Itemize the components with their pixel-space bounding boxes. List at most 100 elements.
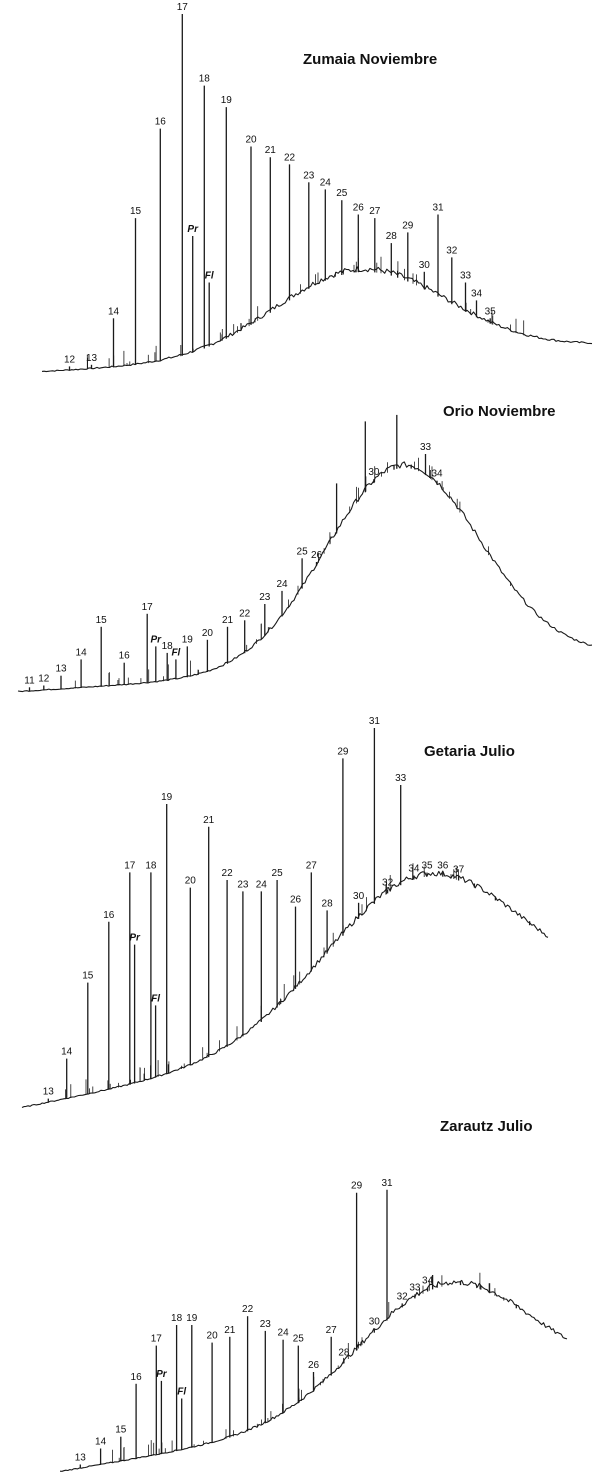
panel-title-zarautz: Zarautz Julio	[440, 1118, 533, 1135]
getaria-peak-label: 33	[395, 773, 407, 784]
getaria-peak-label: 34	[408, 864, 420, 875]
zumaia-peak-label: 29	[402, 220, 414, 231]
orio-peak-label: 17	[142, 602, 154, 613]
orio-peak-label: 19	[182, 634, 194, 645]
zumaia-peak-label: 22	[284, 152, 296, 163]
orio-peak-label: 14	[76, 647, 88, 658]
zarautz-peak-label: 34	[422, 1276, 434, 1287]
zumaia-peak-label: 35	[485, 306, 497, 317]
zarautz-peak-label: 27	[326, 1325, 338, 1336]
getaria-peak-label: Pr	[129, 933, 141, 944]
getaria-peak-label: 24	[256, 879, 268, 890]
zumaia-peak-label: 19	[221, 95, 233, 106]
zarautz-peak-label: 24	[278, 1328, 290, 1339]
getaria-peak-label: 25	[272, 868, 284, 879]
orio-peak-label: 11	[24, 675, 35, 686]
getaria-peak-label: 30	[353, 891, 365, 902]
zumaia-peak-label: 27	[369, 206, 381, 217]
zumaia-peak-label: 20	[245, 135, 257, 146]
zumaia-peak-label: 26	[353, 203, 365, 214]
zumaia-peak-label: 14	[108, 306, 120, 317]
orio-peak-label: 15	[96, 615, 108, 626]
zumaia-peak-label: 12	[64, 354, 76, 365]
orio-peak-label: 30	[368, 467, 380, 478]
zumaia-peak-label: Pr	[187, 224, 199, 235]
zumaia-peak-label: 25	[336, 188, 348, 199]
zarautz-peak-label: 22	[242, 1304, 254, 1315]
zarautz-peak-label: 16	[131, 1372, 143, 1383]
orio-peak-label: 20	[202, 628, 214, 639]
orio-peak-label: 26	[311, 550, 323, 561]
zumaia-peak-label: 17	[177, 2, 189, 13]
zumaia-peak-label: 31	[432, 203, 444, 214]
getaria-peak-label: 20	[185, 876, 197, 887]
zarautz-peak-label: 33	[409, 1282, 421, 1293]
zumaia-peak-label: 13	[86, 353, 98, 364]
getaria-peak-label: 31	[369, 716, 381, 727]
zarautz-peak-label: 14	[95, 1437, 107, 1448]
zumaia-peak-label: 23	[303, 170, 315, 181]
panel-zumaia-noviembre: Zumaia Noviembre 12 13 14 15 16 17 Pr 18 Fl 19 20 2…	[41, 2, 593, 373]
zarautz-peak-label: 29	[351, 1181, 363, 1192]
zumaia-peak-label: 21	[265, 145, 277, 156]
orio-baseline-trace	[17, 461, 593, 693]
zarautz-peak-label: 18	[171, 1313, 183, 1324]
getaria-peak-label: 37	[453, 865, 465, 876]
getaria-peak-label: 26	[290, 895, 302, 906]
orio-peak-label: 22	[239, 608, 251, 619]
zumaia-peak-label: 15	[130, 206, 142, 217]
orio-peak-label: 25	[297, 546, 309, 557]
getaria-peak-label: 36	[437, 861, 449, 872]
zumaia-peak-label: 30	[419, 260, 431, 271]
orio-peak-label: Pr	[151, 634, 163, 645]
zumaia-peak-label: 33	[460, 271, 472, 282]
getaria-peak-label: 14	[61, 1047, 73, 1058]
orio-peak-label: 23	[259, 592, 271, 603]
orio-peak-label: 18	[162, 641, 174, 652]
zarautz-peak-label: 17	[151, 1334, 163, 1345]
zarautz-peak-label: 19	[186, 1313, 198, 1324]
zumaia-peak-label: 16	[155, 117, 167, 128]
orio-peak-label: 12	[38, 674, 50, 685]
zumaia-peak-label: 24	[320, 177, 332, 188]
orio-peak-label: Fl	[171, 647, 180, 658]
getaria-peak-label: 13	[43, 1087, 55, 1098]
zumaia-peak-label: 18	[199, 74, 211, 85]
orio-peak-label: 24	[276, 579, 288, 590]
getaria-peak-label: 35	[421, 861, 433, 872]
orio-peak-label: 21	[222, 615, 234, 626]
getaria-peak-label: 23	[237, 879, 249, 890]
getaria-peak-label: 29	[337, 746, 349, 757]
getaria-peak-label: 28	[322, 898, 334, 909]
zarautz-peak-label: 15	[115, 1425, 127, 1436]
panel-title-zumaia: Zumaia Noviembre	[303, 51, 437, 68]
zumaia-peak-label: 32	[446, 245, 458, 256]
zumaia-peak-label: 34	[471, 288, 483, 299]
zarautz-peak-label: Fl	[177, 1387, 186, 1398]
getaria-baseline-trace	[21, 870, 549, 1109]
orio-peak-label: 13	[55, 664, 67, 675]
getaria-peak-label: 19	[161, 792, 173, 803]
panel-title-getaria: Getaria Julio	[424, 743, 515, 760]
panel-getaria-julio: Getaria Julio 13 14 15 16 17 Pr 18 Fl 19 20 21 2223…	[21, 716, 549, 1109]
zarautz-peak-label: 31	[381, 1178, 393, 1189]
zarautz-peak-label: Pr	[156, 1369, 168, 1380]
getaria-peak-label: 17	[124, 860, 136, 871]
getaria-peak-label: Fl	[151, 993, 160, 1004]
getaria-peak-label: 15	[82, 971, 94, 982]
panel-zarautz-julio: Zarautz Julio 13 14 15 16 17 Pr 18 Fl 19 20 21 22 23…	[59, 1118, 568, 1472]
zarautz-peak-label: 23	[260, 1319, 272, 1330]
orio-peak-label: 16	[119, 651, 131, 662]
zumaia-peak-label: 28	[386, 231, 398, 242]
panel-title-orio: Orio Noviembre	[443, 403, 556, 420]
getaria-peak-label: 16	[103, 910, 115, 921]
getaria-peak-label: 27	[306, 860, 318, 871]
zarautz-peak-label: 21	[224, 1325, 236, 1336]
zarautz-peak-label: 25	[293, 1334, 305, 1345]
getaria-peak-label: 22	[222, 868, 234, 879]
zarautz-peak-label: 32	[397, 1291, 409, 1302]
zarautz-peak-label: 13	[75, 1453, 87, 1464]
zarautz-peak-label: 26	[308, 1360, 320, 1371]
